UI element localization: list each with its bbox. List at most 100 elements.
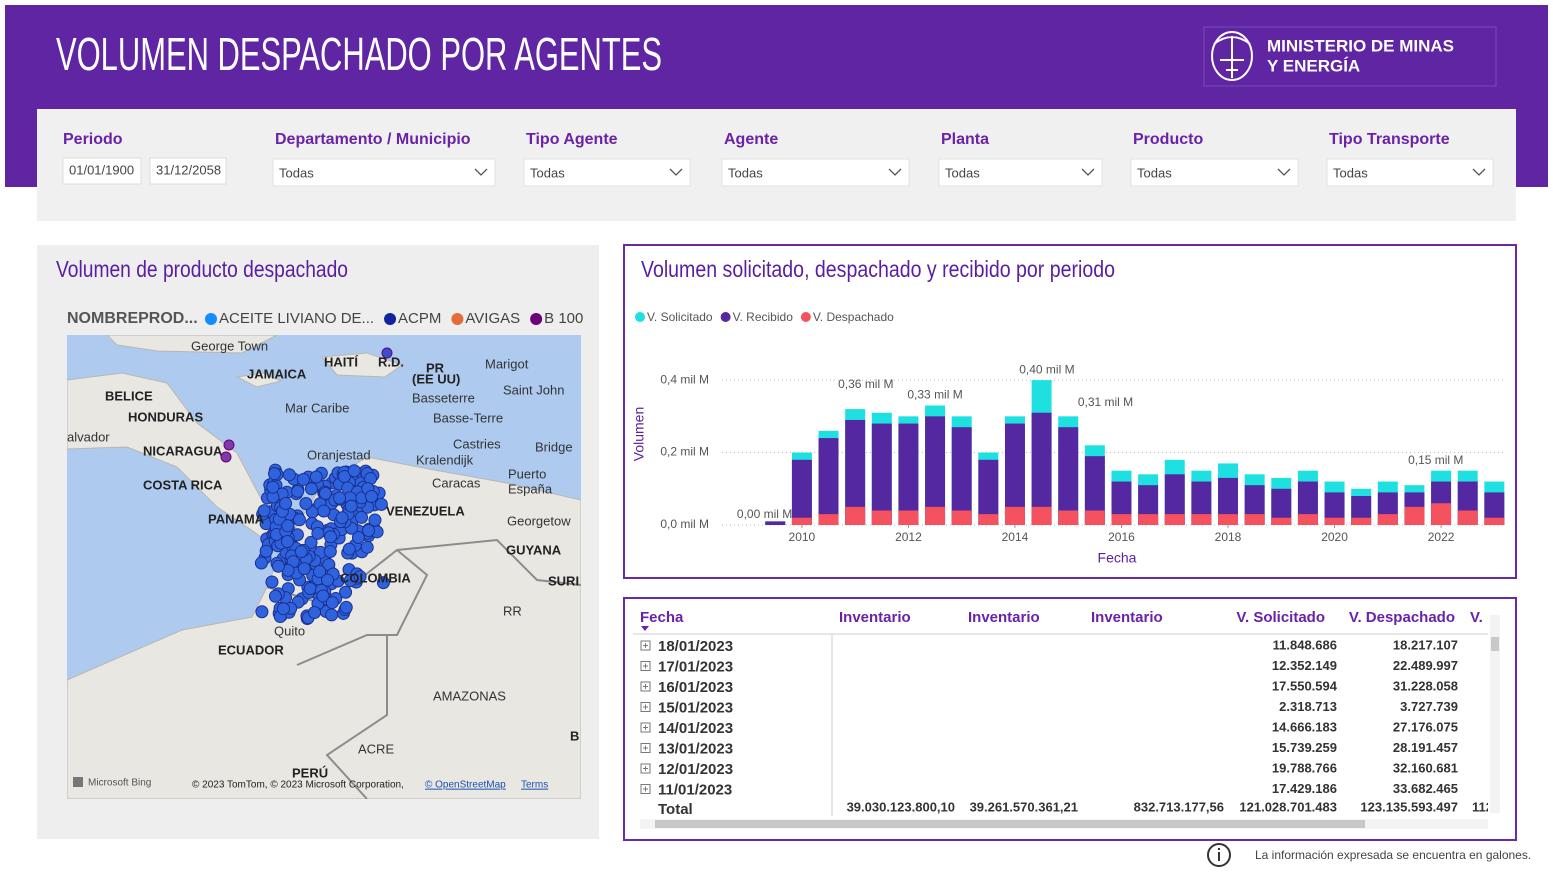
legend-label: ACEITE LIVIANO DE... <box>219 310 374 327</box>
map-dot[interactable] <box>316 589 330 603</box>
map-dot[interactable] <box>279 496 293 510</box>
map-dot[interactable] <box>296 472 310 486</box>
data-label: 0,00 mil M <box>737 507 792 521</box>
map-dot[interactable] <box>362 524 376 538</box>
map-dot[interactable] <box>294 545 308 559</box>
dropdown-value: Todas <box>279 165 314 180</box>
chevron <box>474 168 488 176</box>
logo-text: MINISTERIO DE MINAS <box>1267 36 1454 55</box>
expand-icon[interactable] <box>640 743 651 753</box>
date-input[interactable] <box>149 157 227 185</box>
map-dot[interactable] <box>265 575 279 589</box>
column-header: V. Despachado <box>1349 609 1455 626</box>
map-dot[interactable] <box>321 573 335 587</box>
map-dot[interactable] <box>325 596 339 610</box>
map-dot[interactable] <box>317 504 331 518</box>
map-dot[interactable] <box>355 510 369 524</box>
expand-icon[interactable] <box>640 702 651 712</box>
dropdown[interactable] <box>272 158 496 187</box>
expand-icon[interactable] <box>640 722 651 733</box>
map-dot[interactable] <box>309 470 323 484</box>
map-dot[interactable] <box>308 606 322 620</box>
expand-icon[interactable] <box>640 763 651 774</box>
map-dot[interactable] <box>318 486 332 500</box>
scroll-thumb[interactable] <box>1491 637 1499 651</box>
map-dot[interactable] <box>255 605 269 619</box>
dropdown[interactable] <box>721 158 910 187</box>
map-dot[interactable] <box>282 468 296 482</box>
map-dot[interactable] <box>325 608 339 622</box>
bar <box>1377 514 1398 525</box>
dropdown[interactable] <box>1130 158 1299 187</box>
x-tick-label: 2020 <box>1321 530 1348 544</box>
map-dot[interactable] <box>291 484 305 498</box>
column-header: Inventario <box>1091 609 1163 626</box>
map-dot[interactable] <box>280 534 294 548</box>
map-dot[interactable] <box>268 467 282 481</box>
map-dot[interactable] <box>368 513 382 527</box>
column-header: V. Solicitado <box>1236 609 1325 626</box>
map-dot[interactable] <box>311 526 325 540</box>
map-dot[interactable] <box>304 482 318 496</box>
map-dot[interactable] <box>365 490 379 504</box>
legend-label: V. Solicitado <box>647 310 713 324</box>
bar <box>1058 510 1079 525</box>
map-label: (EE UU) <box>412 371 460 386</box>
map-dot[interactable] <box>374 497 388 511</box>
map-dot[interactable] <box>297 562 311 576</box>
map-dot[interactable] <box>257 504 271 518</box>
map-dot[interactable] <box>347 464 361 478</box>
map-dot[interactable] <box>254 556 268 570</box>
bar <box>1138 514 1159 525</box>
map-dot[interactable] <box>339 600 353 614</box>
map-dot[interactable] <box>292 513 306 527</box>
expand-icon[interactable] <box>640 784 651 794</box>
y-tick-label: 0,4 mil M <box>660 372 709 386</box>
map-dot[interactable] <box>376 576 390 590</box>
map-dot[interactable] <box>276 602 290 616</box>
map-dot[interactable] <box>342 542 356 556</box>
map-dot[interactable] <box>304 535 318 549</box>
dropdown[interactable] <box>1326 158 1494 187</box>
map-dot[interactable] <box>281 519 295 533</box>
map-dot[interactable] <box>299 497 313 511</box>
map-dot[interactable] <box>324 530 338 544</box>
map-dot[interactable] <box>259 544 273 558</box>
map-dot[interactable] <box>339 585 353 599</box>
chart-panel <box>623 244 1517 579</box>
map-dot[interactable] <box>335 511 349 525</box>
map-dot[interactable] <box>313 565 327 579</box>
map-dot[interactable] <box>223 439 235 451</box>
map-dot[interactable] <box>344 499 358 513</box>
row-date: 18/01/2023 <box>658 638 733 655</box>
date-input[interactable] <box>62 157 142 185</box>
y-axis-label: Volumen <box>631 407 647 461</box>
map-dot[interactable] <box>351 530 365 544</box>
map-label: PR <box>426 360 445 375</box>
map-dot[interactable] <box>323 545 337 559</box>
attribution[interactable]: © OpenStreetMap <box>425 780 506 791</box>
cell: 27.176.075 <box>1393 719 1458 734</box>
dropdown[interactable] <box>523 158 691 187</box>
map-dot[interactable] <box>220 451 232 463</box>
cell: 28.191.457 <box>1393 740 1458 755</box>
expand-icon[interactable] <box>640 661 651 671</box>
scroll-thumb[interactable] <box>655 820 1365 828</box>
info-icon[interactable] <box>1207 843 1231 867</box>
map-dot[interactable] <box>271 559 285 573</box>
map-dot[interactable] <box>268 589 282 603</box>
map-dot[interactable] <box>303 582 317 596</box>
map-dot[interactable] <box>266 480 280 494</box>
map-dot[interactable] <box>381 347 393 359</box>
map-dot[interactable] <box>360 540 374 554</box>
scrollbar[interactable] <box>1490 615 1500 813</box>
map-dot[interactable] <box>333 491 347 505</box>
expand-icon[interactable] <box>640 640 651 651</box>
map-dot[interactable] <box>353 570 367 584</box>
expand-icon[interactable] <box>640 681 651 692</box>
map-label: VENEZUELA <box>386 503 465 518</box>
attribution[interactable]: Terms <box>521 780 548 791</box>
dropdown[interactable] <box>938 158 1103 187</box>
bar <box>1164 474 1185 525</box>
map-label: Oranjestad <box>307 447 371 462</box>
